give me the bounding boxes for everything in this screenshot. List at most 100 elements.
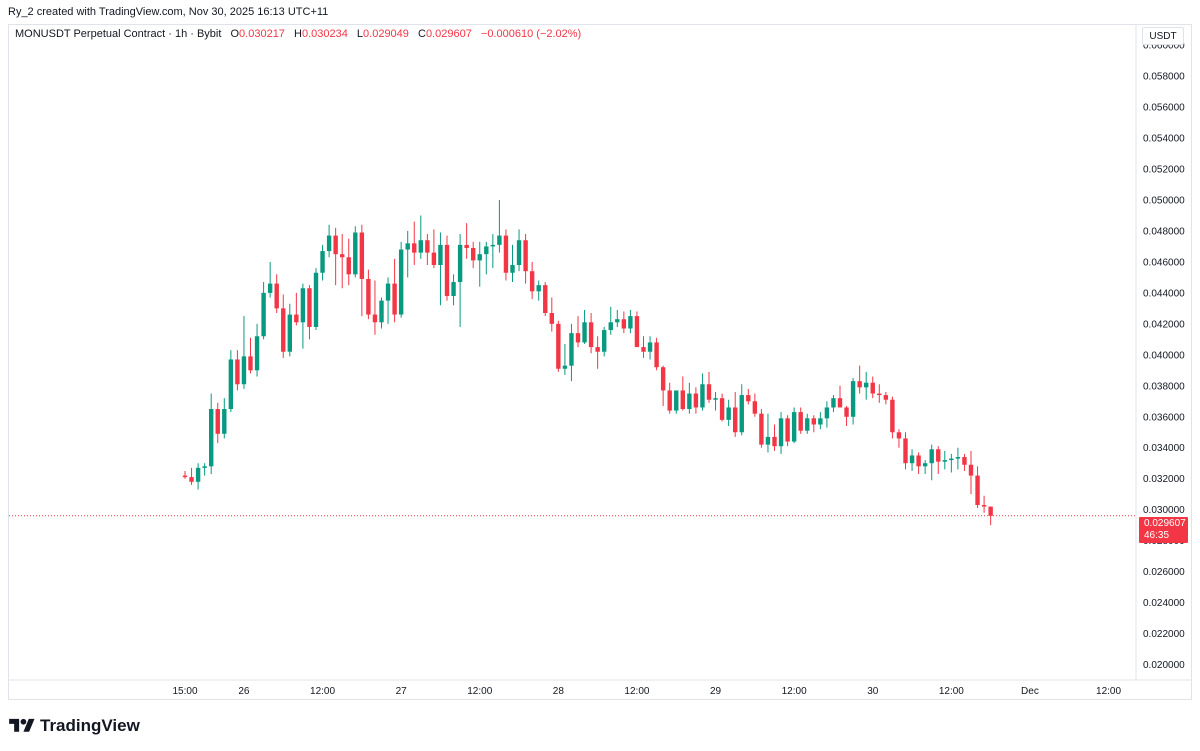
x-tick-label: 12:00 xyxy=(467,686,492,697)
y-tick-label: 0.050000 xyxy=(1143,195,1185,206)
y-tick-label: 0.046000 xyxy=(1143,257,1185,268)
open-label: O xyxy=(230,28,240,40)
candle-body xyxy=(398,249,404,315)
candle-body xyxy=(890,399,895,433)
currency-selector[interactable]: USDT xyxy=(1142,27,1184,45)
high-value: 0.030234 xyxy=(301,28,348,40)
candle-body xyxy=(484,246,489,255)
candle-body xyxy=(759,413,764,445)
chart-legend: MONUSDT Perpetual Contract · 1h · Bybit … xyxy=(15,28,581,40)
y-tick-label: 0.040000 xyxy=(1143,350,1185,361)
candle-body xyxy=(366,278,371,315)
open-value: 0.030217 xyxy=(239,28,285,40)
candle-body xyxy=(602,330,607,352)
candle-body xyxy=(621,319,627,329)
candle-body xyxy=(634,316,640,348)
candle-body xyxy=(300,288,306,323)
candle-body xyxy=(189,477,194,482)
y-tick-label: 0.032000 xyxy=(1143,474,1185,485)
candle-body xyxy=(687,393,692,410)
y-tick-label: 0.034000 xyxy=(1143,443,1185,454)
x-tick-label: 12:00 xyxy=(939,686,964,697)
candle-body xyxy=(942,460,947,462)
x-tick-label: 12:00 xyxy=(624,686,649,697)
candle-body xyxy=(215,409,220,434)
candle-body xyxy=(693,393,699,408)
candle-body xyxy=(549,313,554,324)
candle-body xyxy=(791,412,797,442)
candle-body xyxy=(536,285,541,292)
y-tick-label: 0.058000 xyxy=(1143,72,1185,83)
candle-body xyxy=(680,390,685,410)
candle-body xyxy=(412,243,417,253)
candle-body xyxy=(641,347,646,352)
candle-body xyxy=(209,409,214,467)
last-price-value: 0.029607 xyxy=(1144,518,1186,529)
y-tick-label: 0.044000 xyxy=(1143,288,1185,299)
y-tick-label: 0.030000 xyxy=(1143,505,1185,516)
candle-body xyxy=(818,418,823,425)
candle-body xyxy=(471,247,476,261)
candle-body xyxy=(254,336,260,371)
candle-body xyxy=(824,407,830,419)
candle-body xyxy=(595,347,600,352)
candle-body xyxy=(464,244,469,248)
candle-body xyxy=(222,409,227,434)
x-tick-label: 12:00 xyxy=(310,686,335,697)
candle-body xyxy=(739,395,744,433)
candle-body xyxy=(241,356,247,385)
candle-body xyxy=(582,322,587,343)
candle-body xyxy=(405,243,410,250)
candle-body xyxy=(281,308,286,352)
candle-body xyxy=(490,244,496,247)
candle-body xyxy=(248,356,253,371)
candle-body xyxy=(778,418,784,447)
candle-body xyxy=(615,319,620,323)
candle-body xyxy=(785,418,790,442)
tradingview-brand[interactable]: TradingView xyxy=(8,716,140,736)
x-tick-label: 15:00 xyxy=(172,686,197,697)
candle-body xyxy=(287,314,292,352)
candle-body xyxy=(752,401,758,414)
candle-body xyxy=(556,323,561,369)
candle-body xyxy=(261,292,266,337)
brand-name: TradingView xyxy=(40,716,140,735)
candle-body xyxy=(438,244,443,266)
candle-body xyxy=(988,506,993,516)
candle-body xyxy=(772,436,777,447)
y-tick-label: 0.038000 xyxy=(1143,381,1185,392)
y-tick-label: 0.060000 xyxy=(1143,41,1185,52)
candle-body xyxy=(353,232,358,275)
y-tick-label: 0.026000 xyxy=(1143,567,1185,578)
candle-body xyxy=(326,235,332,252)
candle-body xyxy=(451,282,456,296)
last-price-tag: 0.029607 46:35 xyxy=(1139,517,1188,543)
candle-body xyxy=(864,382,869,388)
candle-body xyxy=(307,288,312,327)
bar-countdown: 46:35 xyxy=(1144,530,1170,541)
candle-body xyxy=(372,314,378,323)
candle-body xyxy=(562,365,568,369)
y-tick-label: 0.036000 xyxy=(1143,412,1185,423)
candle-body xyxy=(274,283,279,309)
change-value: −0.000610 (−2.02%) xyxy=(480,28,582,40)
candle-body xyxy=(320,251,325,273)
y-tick-label: 0.052000 xyxy=(1143,165,1185,176)
candle-body xyxy=(746,395,751,402)
candle-body xyxy=(949,458,954,461)
candle-body xyxy=(850,381,856,417)
candles xyxy=(182,199,993,526)
close-value: 0.029607 xyxy=(425,28,472,40)
y-tick-label: 0.024000 xyxy=(1143,598,1185,609)
candle-body xyxy=(523,240,528,272)
candle-body xyxy=(896,432,902,439)
x-tick-label: 12:00 xyxy=(1096,686,1121,697)
candle-body xyxy=(477,254,482,261)
candle-body xyxy=(346,257,351,275)
candle-body xyxy=(516,240,522,266)
candle-body xyxy=(798,412,803,431)
candle-body xyxy=(857,381,862,388)
x-tick-label: 28 xyxy=(553,686,565,697)
candle-body xyxy=(844,407,849,417)
